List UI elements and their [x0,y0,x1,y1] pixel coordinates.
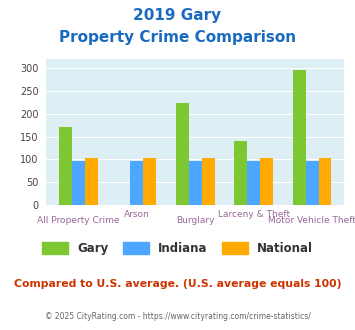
Bar [247,161,260,205]
Text: Property Crime Comparison: Property Crime Comparison [59,30,296,45]
Bar [260,158,273,205]
Text: Burglary: Burglary [176,216,214,225]
Text: Arson: Arson [124,210,150,218]
Bar [319,158,332,205]
Text: Compared to U.S. average. (U.S. average equals 100): Compared to U.S. average. (U.S. average … [14,279,341,289]
Bar [59,127,72,205]
Text: © 2025 CityRating.com - https://www.cityrating.com/crime-statistics/: © 2025 CityRating.com - https://www.city… [45,312,310,321]
Text: All Property Crime: All Property Crime [37,216,120,225]
Bar [189,161,202,205]
Bar [130,161,143,205]
Text: Larceny & Theft: Larceny & Theft [218,210,290,218]
Bar [143,158,156,205]
Bar [234,141,247,205]
Text: 2019 Gary: 2019 Gary [133,8,222,23]
Bar [202,158,214,205]
Bar [72,161,85,205]
Text: Motor Vehicle Theft: Motor Vehicle Theft [268,216,355,225]
Bar [293,70,306,205]
Bar [85,158,98,205]
Legend: Gary, Indiana, National: Gary, Indiana, National [37,237,318,260]
Bar [306,161,319,205]
Bar [176,103,189,205]
